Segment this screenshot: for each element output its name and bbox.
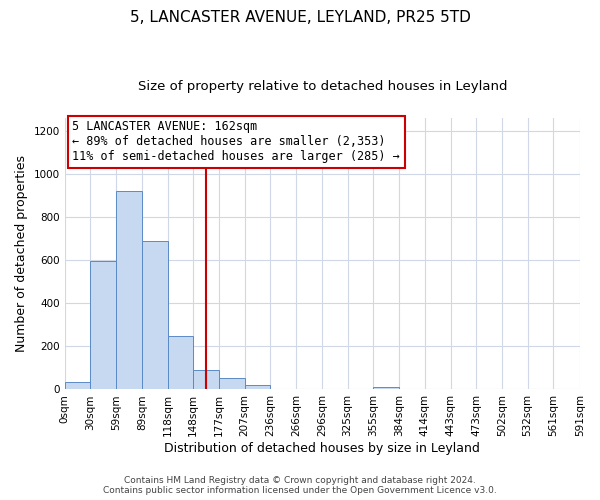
Bar — [245, 385, 271, 390]
Bar — [65, 382, 91, 390]
Bar — [91, 261, 116, 390]
Bar — [116, 191, 142, 390]
Bar — [142, 240, 167, 390]
Bar — [373, 388, 399, 390]
Bar — [219, 378, 245, 390]
Bar — [193, 370, 219, 390]
Bar — [167, 336, 193, 390]
Title: Size of property relative to detached houses in Leyland: Size of property relative to detached ho… — [137, 80, 507, 93]
Text: Contains HM Land Registry data © Crown copyright and database right 2024.
Contai: Contains HM Land Registry data © Crown c… — [103, 476, 497, 495]
Y-axis label: Number of detached properties: Number of detached properties — [15, 155, 28, 352]
Text: 5, LANCASTER AVENUE, LEYLAND, PR25 5TD: 5, LANCASTER AVENUE, LEYLAND, PR25 5TD — [130, 10, 470, 25]
Text: 5 LANCASTER AVENUE: 162sqm
← 89% of detached houses are smaller (2,353)
11% of s: 5 LANCASTER AVENUE: 162sqm ← 89% of deta… — [73, 120, 400, 164]
X-axis label: Distribution of detached houses by size in Leyland: Distribution of detached houses by size … — [164, 442, 480, 455]
